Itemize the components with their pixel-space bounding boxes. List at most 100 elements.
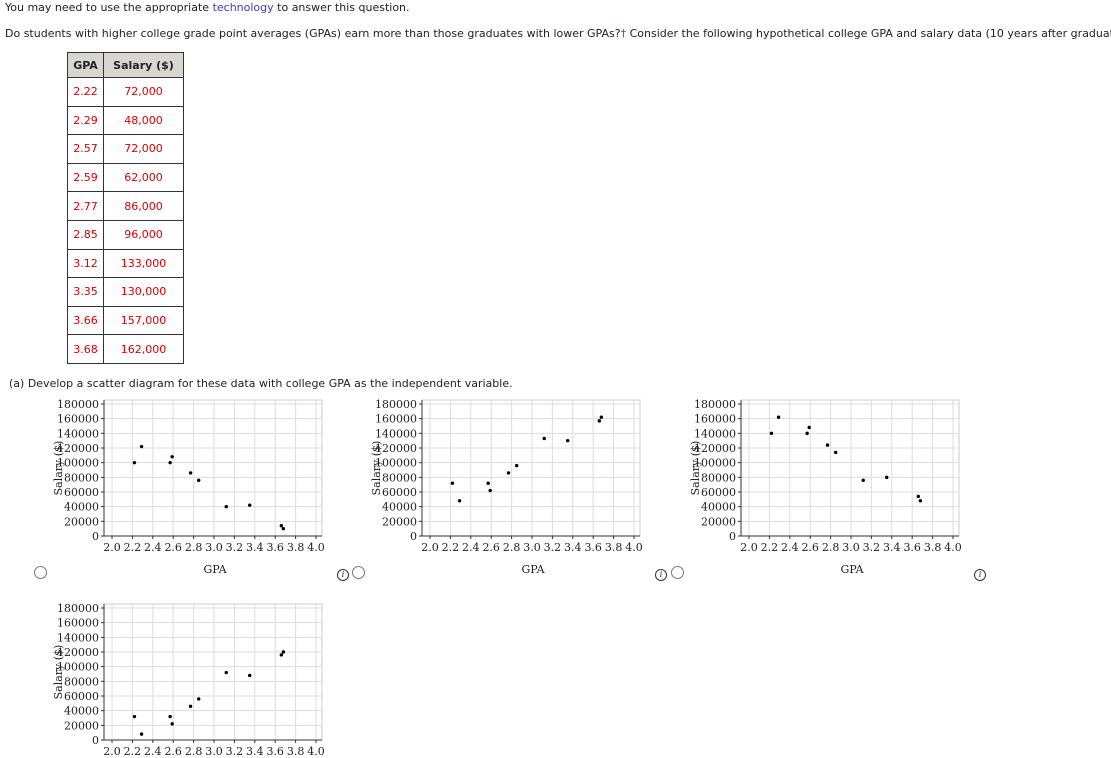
radio[interactable]: [34, 566, 47, 579]
y-tick-label: 80000: [64, 471, 99, 484]
y-axis-label: Salary ($): [689, 441, 702, 496]
point: [279, 653, 284, 657]
y-tick-label: 140000: [375, 427, 417, 440]
y-tick-label: 100000: [375, 457, 417, 470]
footnote-link[interactable]: †: [620, 27, 627, 40]
point: [488, 488, 492, 493]
x-tick-label: 2.6: [482, 541, 500, 554]
point: [197, 697, 201, 701]
x-tick-label: 2.6: [164, 745, 182, 758]
point: [834, 450, 838, 455]
header-cell: GPA: [67, 52, 104, 78]
point: [885, 475, 889, 480]
header-row: GPA Salary ($): [67, 52, 184, 78]
x-tick-label: 2.8: [503, 541, 521, 554]
y-tick-label: 180000: [375, 398, 417, 411]
y-tick-label: 120000: [694, 442, 736, 455]
x-tick-label: 2.6: [164, 541, 182, 554]
info-icon[interactable]: i: [337, 569, 349, 581]
point: [515, 463, 519, 468]
cell: 48,000: [103, 105, 184, 136]
x-tick-label: 3.0: [523, 541, 541, 554]
x-tick-label: 3.6: [903, 541, 921, 554]
x-tick-label: 2.8: [185, 745, 203, 758]
y-axis-label: Salary ($): [52, 645, 65, 700]
point: [248, 503, 252, 507]
x-tick-label: 3.8: [605, 541, 623, 554]
y-tick-label: 40000: [701, 501, 736, 514]
y-tick-label: 0: [410, 530, 417, 543]
text: You may need to use the appropriate: [5, 1, 210, 14]
y-tick-label: 0: [92, 530, 99, 543]
y-tick-label: 80000: [382, 471, 417, 484]
y-tick-label: 40000: [382, 501, 417, 514]
cell: 3.12: [67, 248, 104, 279]
y-tick-label: 20000: [382, 515, 417, 528]
row: 3.35 130,000: [67, 277, 184, 307]
plot-frame: [740, 399, 960, 537]
info-icon[interactable]: i: [974, 569, 986, 581]
point: [918, 499, 923, 503]
x-tick-label: 3.8: [287, 745, 305, 758]
x-tick-label: 3.2: [226, 745, 244, 758]
point: [197, 478, 201, 482]
y-tick-label: 40000: [64, 705, 99, 718]
radio[interactable]: [671, 566, 684, 579]
y-tick-label: 0: [92, 734, 99, 747]
x-tick-label: 2.2: [124, 745, 142, 758]
point: [168, 714, 172, 719]
point: [805, 431, 809, 436]
x-tick-label: 4.0: [307, 541, 325, 554]
row: 2.29 48,000: [67, 105, 184, 136]
point: [506, 471, 511, 475]
y-tick-label: 180000: [57, 602, 99, 615]
cell: 2.77: [67, 191, 104, 221]
y-tick-label: 160000: [694, 413, 736, 426]
y-tick-label: 160000: [57, 413, 99, 426]
cell: 72,000: [103, 134, 184, 164]
y-tick-label: 160000: [375, 413, 417, 426]
y-tick-label: 20000: [64, 719, 99, 732]
y-tick-label: 120000: [57, 442, 99, 455]
point: [486, 481, 490, 485]
radio[interactable]: [352, 566, 365, 579]
header-cell: Salary ($): [103, 52, 184, 78]
point: [916, 494, 921, 499]
x-tick-label: 3.4: [883, 541, 901, 554]
x-tick-label: 2.2: [761, 541, 779, 554]
point: [168, 460, 172, 465]
link[interactable]: technology: [212, 1, 274, 14]
x-tick-label: 3.2: [544, 541, 562, 554]
cell: 3.68: [67, 334, 104, 364]
x-tick-label: 4.0: [625, 541, 643, 554]
plot-frame: [103, 603, 323, 741]
text: to answer this question.: [277, 1, 410, 14]
info-icon[interactable]: i: [655, 569, 667, 581]
x-tick-label: 2.0: [103, 745, 121, 758]
x-axis-label: GPA: [203, 563, 227, 576]
y-tick-label: 160000: [57, 617, 99, 630]
point: [224, 670, 228, 675]
row: 2.57 72,000: [67, 134, 184, 164]
x-tick-label: 2.4: [462, 541, 480, 554]
point: [279, 524, 284, 528]
data-table: GPA Salary ($) 2.22 72,000 2.29 48,000 2.57 72,…: [67, 52, 184, 364]
x-tick-label: 3.8: [924, 541, 942, 554]
x-axis-label: GPA: [521, 563, 545, 576]
point: [599, 415, 604, 419]
x-tick-label: 3.2: [863, 541, 881, 554]
row: 2.59 62,000: [67, 162, 184, 193]
x-tick-label: 2.0: [421, 541, 439, 554]
point: [861, 478, 865, 482]
y-tick-label: 100000: [694, 457, 736, 470]
point: [597, 419, 602, 423]
x-tick-label: 2.2: [124, 541, 142, 554]
cell: 62,000: [103, 162, 184, 193]
point: [188, 704, 193, 708]
x-tick-label: 2.0: [103, 541, 121, 554]
point: [457, 499, 462, 503]
x-tick-label: 3.8: [287, 541, 305, 554]
cell: 130,000: [103, 277, 184, 307]
y-tick-label: 120000: [57, 646, 99, 659]
point: [542, 436, 546, 441]
